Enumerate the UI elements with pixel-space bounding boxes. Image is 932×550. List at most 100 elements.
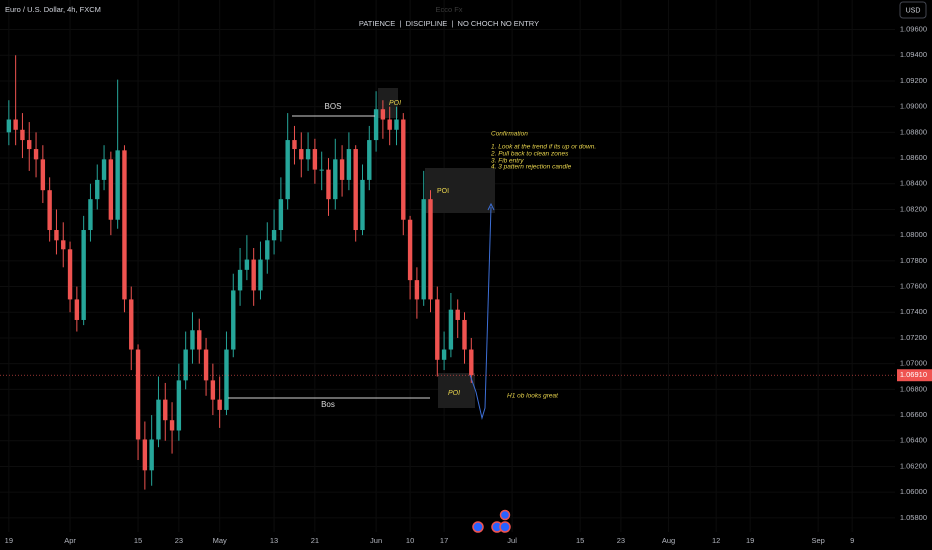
candle-body: [88, 199, 93, 231]
y-tick-label: 1.06800: [900, 384, 927, 393]
x-tick-label: 19: [5, 536, 13, 545]
candle-body: [149, 439, 154, 471]
y-tick-label: 1.07600: [900, 282, 927, 291]
x-tick-label: Apr: [64, 536, 76, 545]
candle-body: [394, 119, 399, 130]
candle-body: [312, 149, 318, 170]
candle-body: [448, 309, 454, 350]
candle-body: [421, 199, 426, 300]
y-tick-label: 1.09600: [900, 25, 927, 34]
candle-body: [401, 119, 406, 220]
candle-body: [183, 349, 188, 381]
candle-body: [319, 169, 324, 171]
confirmation-title: Confirmation: [491, 131, 528, 138]
candle-body: [40, 159, 46, 191]
chart-subtitle: PATIENCE | DISCIPLINE | NO CHOCH NO ENTR…: [359, 19, 539, 28]
y-tick-label: 1.08600: [900, 153, 927, 162]
axes: 1.05800 1.06000 1.06200 1.06400 1.06600 1.068…: [0, 25, 932, 545]
candle-body: [203, 349, 209, 381]
candle-body: [285, 140, 290, 200]
watermark: Ecco Fx: [435, 5, 462, 14]
candle-body: [455, 309, 460, 320]
candle-body: [101, 159, 107, 180]
y-tick-label: 1.09200: [900, 76, 927, 85]
confirmation-step: 2. Pull back to clean zones: [490, 151, 569, 158]
y-tick-label: 1.07200: [900, 333, 927, 342]
candle-body: [210, 380, 216, 400]
y-tick-label: 1.06600: [900, 410, 927, 419]
x-tick-label: Jun: [370, 536, 382, 545]
candle-body: [61, 240, 66, 250]
candle-body: [271, 230, 277, 241]
candle-body: [156, 399, 161, 440]
poi-label: POI: [389, 100, 401, 107]
candle-body: [95, 179, 100, 200]
currency-button[interactable]: [899, 1, 927, 19]
candles: [6, 55, 474, 490]
projection-arrow: [487, 202, 495, 211]
candle-body: [265, 240, 270, 260]
last-price-label: 1.06910: [900, 370, 927, 379]
candle-body: [115, 150, 120, 220]
candle-body: [6, 119, 12, 133]
candle-body: [462, 319, 467, 350]
currency-label[interactable]: USD: [906, 7, 921, 14]
candle-body: [258, 259, 263, 291]
y-tick-label: 1.09000: [900, 102, 927, 111]
candle-body: [244, 259, 250, 270]
candle-body: [346, 149, 352, 180]
candle-body: [33, 149, 39, 160]
candle-body: [414, 280, 420, 300]
x-tick-label: Jul: [507, 536, 517, 545]
candle-body: [367, 140, 372, 180]
candle-body: [135, 349, 141, 440]
event-icon[interactable]: [472, 521, 484, 533]
poi-zone: [425, 168, 495, 213]
candle-body: [407, 219, 413, 281]
candle-body: [299, 149, 304, 160]
candle-body: [142, 439, 148, 471]
x-tick-label: May: [213, 536, 227, 545]
candle-body: [27, 140, 32, 150]
candle-body: [360, 179, 365, 231]
candle-body: [469, 349, 474, 376]
poi-zone: [438, 373, 475, 408]
candle-body: [333, 159, 338, 200]
candle-body: [176, 380, 182, 431]
candle-body: [13, 119, 18, 130]
candle-body: [169, 420, 175, 431]
last-price-box: [897, 369, 932, 382]
x-tick-label: 23: [617, 536, 625, 545]
candle-body: [339, 159, 345, 180]
y-tick-label: 1.05800: [900, 513, 927, 522]
x-tick-label: 15: [134, 536, 142, 545]
y-tick-label: 1.06000: [900, 487, 927, 496]
event-icon[interactable]: [499, 509, 511, 521]
x-tick-label: Sep: [811, 536, 824, 545]
x-tick-label: Aug: [662, 536, 675, 545]
candle-body: [353, 149, 358, 231]
candle-body: [217, 399, 222, 410]
h1-note: H1 ob looks great: [507, 393, 559, 400]
y-tick-label: 1.09400: [900, 50, 927, 59]
candle-body: [122, 150, 127, 300]
x-tick-label: 12: [712, 536, 720, 545]
y-tick-label: 1.08000: [900, 230, 927, 239]
candle-body: [129, 299, 134, 350]
event-icon[interactable]: [499, 521, 511, 533]
candle-body: [387, 119, 392, 130]
candle-body: [197, 330, 202, 350]
candle-body: [435, 299, 440, 360]
candle-body: [54, 230, 59, 241]
x-tick-label: 21: [311, 536, 319, 545]
candle-body: [380, 109, 386, 120]
y-tick-label: 1.06400: [900, 436, 927, 445]
x-tick-label: 9: [850, 536, 854, 545]
confirmation-step: 4. 3 pattern rejection candle: [491, 164, 572, 171]
x-tick-label: 19: [746, 536, 754, 545]
candle-body: [163, 399, 168, 421]
bos-label: Bos: [321, 400, 335, 409]
candle-body: [74, 299, 80, 320]
